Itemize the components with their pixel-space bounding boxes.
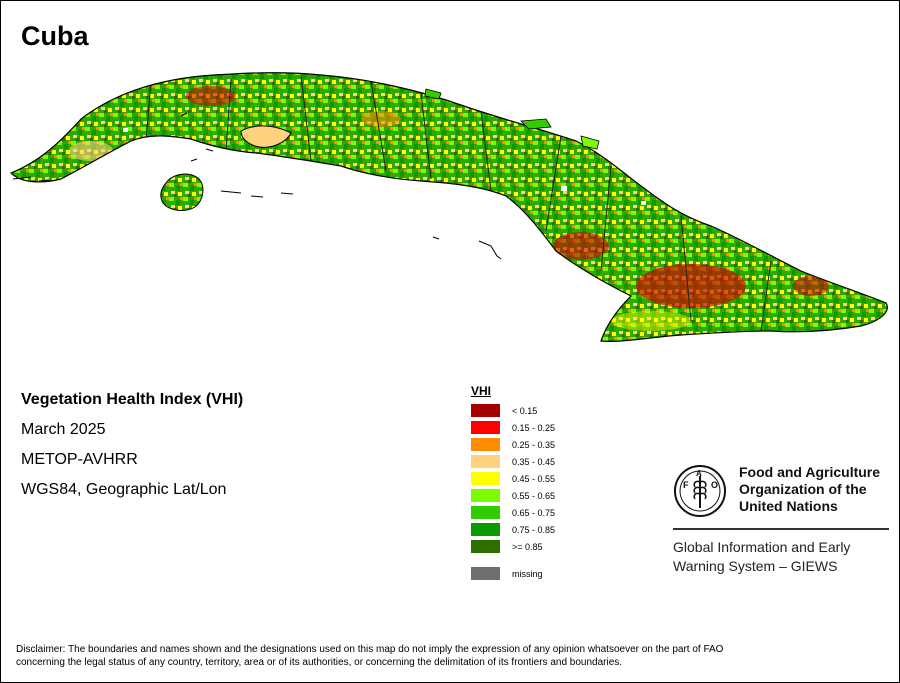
legend-item: 0.75 - 0.85 <box>471 521 555 538</box>
legend-label: missing <box>512 568 543 579</box>
legend-swatch <box>471 438 500 451</box>
legend-swatch <box>471 523 500 536</box>
legend-swatch <box>471 421 500 434</box>
legend-swatch <box>471 540 500 553</box>
projection: WGS84, Geographic Lat/Lon <box>21 481 227 498</box>
org-name-line: Food and Agriculture <box>739 464 881 480</box>
map-metadata: Vegetation Health Index (VHI) March 2025… <box>21 391 243 511</box>
legend-label: < 0.15 <box>512 405 538 416</box>
sensor-name: METOP-AVHRR <box>21 451 138 468</box>
org-name: Food and Agriculture Organization of the… <box>739 464 880 515</box>
org-name-line: Organization of the <box>739 481 867 497</box>
legend-item: 0.65 - 0.75 <box>471 504 555 521</box>
map-date: March 2025 <box>21 421 106 438</box>
legend-swatch <box>471 489 500 502</box>
fao-branding: F A O Food and Agriculture Organization … <box>673 464 889 576</box>
legend-swatch <box>471 472 500 485</box>
legend-label: 0.45 - 0.55 <box>512 473 556 484</box>
legend-item: < 0.15 <box>471 402 555 419</box>
legend-item: 0.55 - 0.65 <box>471 487 555 504</box>
disclaimer-line: Disclaimer: The boundaries and names sho… <box>16 644 724 655</box>
legend-title: VHI <box>471 384 492 398</box>
system-name-line: Warning System – GIEWS <box>673 558 838 574</box>
fao-logo-icon: F A O <box>674 465 726 517</box>
legend-swatch <box>471 404 500 417</box>
disclaimer-line: concerning the legal status of any count… <box>16 657 623 668</box>
legend-item-missing: missing <box>471 565 555 582</box>
legend-item: >= 0.85 <box>471 538 555 555</box>
legend-label: 0.35 - 0.45 <box>512 456 556 467</box>
legend-label: >= 0.85 <box>512 541 543 552</box>
legend-label: 0.25 - 0.35 <box>512 439 556 450</box>
system-name: Global Information and Early Warning Sys… <box>673 538 889 576</box>
disclaimer: Disclaimer: The boundaries and names sho… <box>16 643 886 669</box>
legend-label: 0.75 - 0.85 <box>512 524 556 535</box>
legend-label: 0.15 - 0.25 <box>512 422 556 433</box>
svg-text:F: F <box>683 480 689 490</box>
legend-swatch <box>471 506 500 519</box>
map-title: Cuba <box>21 21 89 51</box>
legend-item: 0.45 - 0.55 <box>471 470 555 487</box>
svg-text:O: O <box>711 480 718 490</box>
vhi-legend: VHI < 0.15 0.15 - 0.25 0.25 - 0.35 0.35 … <box>471 384 555 582</box>
svg-text:A: A <box>696 469 702 478</box>
legend-item: 0.25 - 0.35 <box>471 436 555 453</box>
legend-swatch-missing <box>471 567 500 580</box>
legend-swatch <box>471 455 500 468</box>
legend-label: 0.65 - 0.75 <box>512 507 556 518</box>
divider <box>673 528 889 530</box>
legend-label: 0.55 - 0.65 <box>512 490 556 501</box>
index-name: Vegetation Health Index (VHI) <box>21 391 244 408</box>
legend-item: 0.15 - 0.25 <box>471 419 555 436</box>
org-name-line: United Nations <box>739 498 838 514</box>
system-name-line: Global Information and Early <box>673 539 851 555</box>
legend-item: 0.35 - 0.45 <box>471 453 555 470</box>
